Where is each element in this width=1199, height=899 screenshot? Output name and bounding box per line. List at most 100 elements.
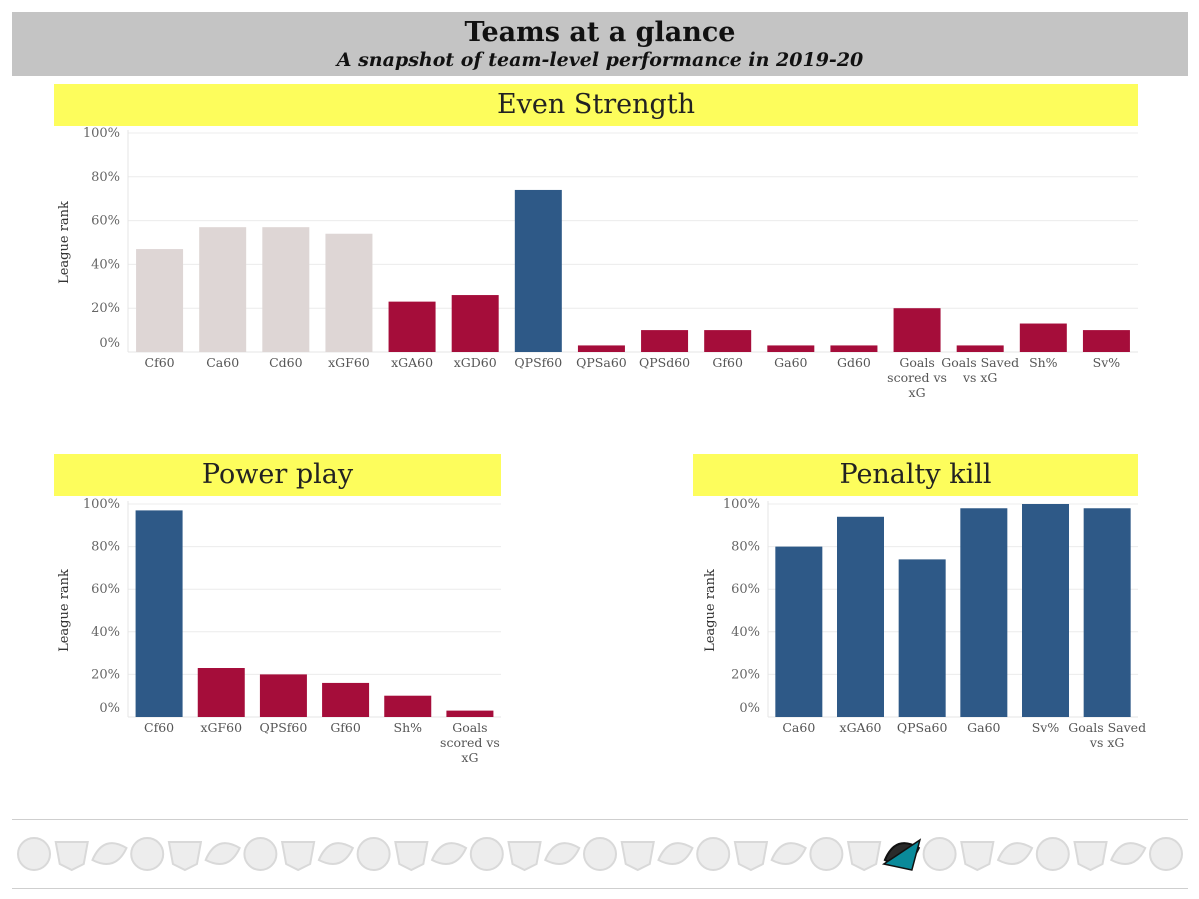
even-bar — [704, 330, 752, 352]
pp-y-axis-title: League rank — [57, 569, 72, 652]
penguins-logo — [846, 841, 882, 872]
blackhawks-logo — [280, 841, 316, 872]
canadiens-logo — [583, 837, 617, 871]
pp-category-label: Goals scored vs xG — [440, 720, 500, 765]
kings-logo — [507, 841, 542, 872]
even-category-label: xGA60 — [391, 355, 433, 370]
dashboard-title: Teams at a glance — [464, 17, 736, 48]
y-tick-label: 0% — [739, 701, 760, 716]
even-category-label: Cf60 — [145, 355, 175, 370]
even-category-label: Cd60 — [269, 355, 303, 370]
pk-category-label: Ca60 — [782, 720, 815, 735]
y-tick-label: 20% — [731, 667, 760, 682]
coyotes-logo — [54, 841, 89, 872]
pk-category-label: Sv% — [1032, 720, 1060, 735]
y-tick-label: 20% — [91, 301, 120, 316]
even-category-label: Sv% — [1093, 355, 1121, 370]
pk-category-label: QPSa60 — [897, 720, 948, 735]
even-y-axis-title: League rank — [57, 201, 72, 284]
pk-y-axis-title: League rank — [703, 569, 718, 652]
red-wings-logo — [394, 841, 429, 872]
islanders-logo — [696, 837, 731, 871]
pk-category-label: Ga60 — [967, 720, 1000, 735]
y-tick-label: 0% — [99, 336, 120, 351]
pk-category-label: xGA60 — [840, 720, 882, 735]
penalty-kill-title: Penalty kill — [693, 454, 1138, 496]
y-tick-label: 60% — [91, 214, 120, 229]
y-tick-label: 40% — [91, 257, 120, 272]
even-category-label: QPSd60 — [639, 355, 690, 370]
pp-category-label: QPSf60 — [260, 720, 308, 735]
sabres-logo — [130, 837, 165, 871]
even-bar — [830, 345, 878, 352]
pk-category-label: Goals Saved vs xG — [1068, 720, 1146, 750]
y-tick-label: 60% — [731, 582, 760, 597]
oilers-logo — [430, 842, 468, 865]
pp-category-label: Cf60 — [144, 720, 174, 735]
pk-bar — [775, 546, 823, 717]
flyers-logo — [809, 837, 844, 871]
even-category-label: Goals scored vs xG — [887, 355, 947, 400]
y-tick-label: 80% — [91, 540, 120, 555]
wild-logo — [543, 842, 581, 865]
capitals-logo — [1149, 837, 1183, 871]
even-bar — [1082, 330, 1130, 352]
team-logo-strip — [12, 819, 1188, 889]
jets-logo — [1109, 842, 1147, 865]
pp-bar — [446, 710, 494, 717]
even-category-label: Ca60 — [206, 355, 239, 370]
even-category-label: xGF60 — [328, 355, 370, 370]
y-tick-label: 100% — [83, 126, 120, 141]
even-strength-title: Even Strength — [54, 84, 1138, 126]
y-tick-label: 0% — [99, 701, 120, 716]
even-bar — [767, 345, 815, 352]
rangers-logo — [733, 841, 769, 872]
y-tick-label: 100% — [723, 497, 760, 512]
y-tick-label: 40% — [91, 625, 120, 640]
even-bar — [262, 227, 310, 352]
pp-bar — [259, 674, 307, 717]
even-bar — [956, 345, 1004, 352]
pk-bar — [1083, 508, 1131, 717]
even-bar — [199, 227, 247, 352]
even-bar — [514, 189, 562, 352]
even-category-label: Gd60 — [837, 355, 871, 370]
even-category-label: Gf60 — [712, 355, 743, 370]
pp-bar — [384, 695, 432, 717]
pp-category-label: Sh% — [394, 720, 423, 735]
stars-logo — [356, 837, 391, 871]
pp-bar — [135, 510, 183, 717]
pp-category-label: Gf60 — [330, 720, 361, 735]
y-tick-label: 80% — [731, 540, 760, 555]
pk-bar — [837, 516, 884, 717]
pp-gridlines — [128, 503, 501, 675]
pp-category-label: xGF60 — [200, 720, 242, 735]
canucks-logo — [1035, 837, 1070, 871]
even-category-label: xGD60 — [454, 355, 497, 370]
sharks-logo — [881, 838, 922, 871]
even-bar — [325, 233, 373, 352]
maple-leafs-logo — [996, 842, 1034, 865]
senators-logo — [770, 842, 807, 865]
pk-bar — [1022, 504, 1069, 717]
pk-gridlines — [768, 503, 1138, 675]
devils-logo — [620, 841, 655, 872]
y-tick-label: 80% — [91, 170, 120, 185]
pk-bar — [960, 508, 1008, 717]
even-bar — [1019, 323, 1067, 352]
ducks-logo — [17, 837, 51, 871]
dashboard-header: Teams at a glance A snapshot of team-lev… — [12, 12, 1188, 76]
team-logos — [17, 837, 1183, 872]
y-tick-label: 20% — [91, 667, 120, 682]
panthers-logo — [469, 837, 504, 871]
bruins-logo — [91, 842, 128, 865]
lightning-logo — [960, 841, 995, 872]
y-tick-label: 100% — [83, 497, 120, 512]
even-category-label: QPSf60 — [514, 355, 562, 370]
pp-bar — [197, 668, 245, 717]
even-bar — [893, 308, 941, 352]
predators-logo — [657, 842, 694, 865]
